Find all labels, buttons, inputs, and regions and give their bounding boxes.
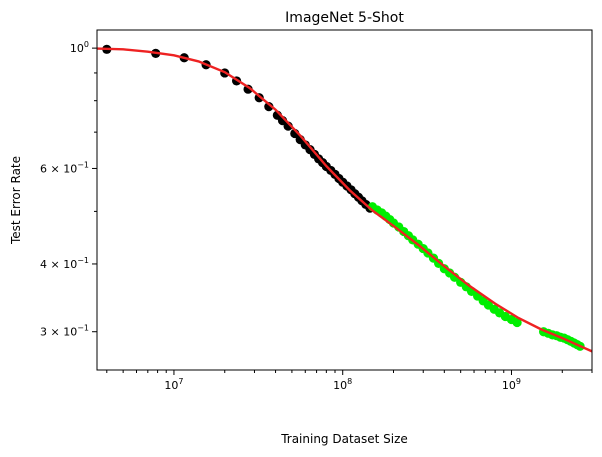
y-axis-label: Test Error Rate [9,156,23,245]
plot-frame [96,29,593,371]
y-tick-label: 4 × 10−1 [40,256,89,271]
chart-title: ImageNet 5-Shot [285,10,404,26]
x-tick-label: 109 [502,377,521,392]
fit-line [97,47,592,353]
plot-marks [97,44,592,353]
y-tick-label: 100 [70,40,89,55]
y-tick-label: 3 × 10−1 [40,324,89,339]
axes: 107 108 109 100 6 × 10−1 4 × 10−1 3 × 10−1 [40,40,593,392]
x-axis-label: Training Dataset Size [280,432,408,446]
x-tick-label: 108 [333,377,352,392]
x-tick-label: 107 [164,377,183,392]
scatter-point [264,102,274,112]
scatter-point [512,317,522,328]
y-tick-label: 6 × 10−1 [40,160,89,175]
